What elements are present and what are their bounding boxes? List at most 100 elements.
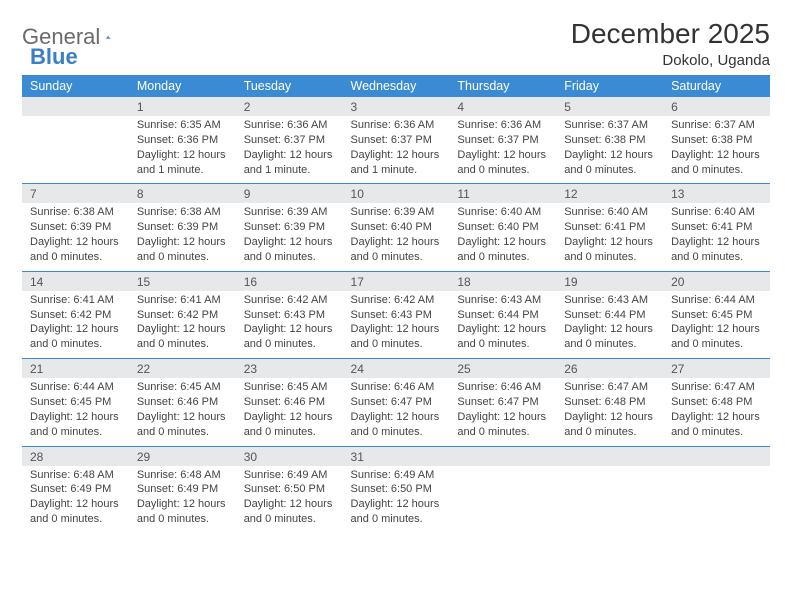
- sunset-text: Sunset: 6:40 PM: [457, 220, 548, 235]
- day-number-cell: [663, 446, 770, 466]
- daylight-text: Daylight: 12 hours: [671, 410, 762, 425]
- daylight-text: and 0 minutes.: [564, 337, 655, 352]
- day-number-cell: [556, 446, 663, 466]
- day-number-cell: 9: [236, 184, 343, 204]
- info-row: Sunrise: 6:35 AMSunset: 6:36 PMDaylight:…: [22, 116, 770, 184]
- sunrise-text: Sunrise: 6:44 AM: [671, 293, 762, 308]
- sunrise-text: Sunrise: 6:41 AM: [30, 293, 121, 308]
- sunrise-text: Sunrise: 6:43 AM: [564, 293, 655, 308]
- sunrise-text: Sunrise: 6:36 AM: [351, 118, 442, 133]
- day-number-cell: 29: [129, 446, 236, 466]
- day-info-cell: Sunrise: 6:36 AMSunset: 6:37 PMDaylight:…: [343, 116, 450, 184]
- day-number-cell: 28: [22, 446, 129, 466]
- daylight-text: and 0 minutes.: [671, 250, 762, 265]
- daylight-text: Daylight: 12 hours: [244, 410, 335, 425]
- sunset-text: Sunset: 6:45 PM: [671, 308, 762, 323]
- sunrise-text: Sunrise: 6:40 AM: [671, 205, 762, 220]
- sunset-text: Sunset: 6:37 PM: [244, 133, 335, 148]
- sunrise-text: Sunrise: 6:39 AM: [351, 205, 442, 220]
- sunset-text: Sunset: 6:47 PM: [457, 395, 548, 410]
- sunrise-text: Sunrise: 6:40 AM: [457, 205, 548, 220]
- day-number-cell: 2: [236, 97, 343, 116]
- day-info-cell: Sunrise: 6:39 AMSunset: 6:40 PMDaylight:…: [343, 203, 450, 271]
- daynum-row: 123456: [22, 97, 770, 116]
- daylight-text: Daylight: 12 hours: [137, 235, 228, 250]
- daylight-text: and 0 minutes.: [30, 250, 121, 265]
- sunset-text: Sunset: 6:46 PM: [137, 395, 228, 410]
- daylight-text: and 0 minutes.: [30, 425, 121, 440]
- sunrise-text: Sunrise: 6:48 AM: [30, 468, 121, 483]
- location: Dokolo, Uganda: [571, 52, 770, 69]
- daylight-text: and 0 minutes.: [137, 425, 228, 440]
- daylight-text: and 0 minutes.: [671, 425, 762, 440]
- day-info-cell: Sunrise: 6:47 AMSunset: 6:48 PMDaylight:…: [663, 378, 770, 446]
- daylight-text: Daylight: 12 hours: [457, 235, 548, 250]
- day-info-cell: [22, 116, 129, 184]
- daynum-row: 78910111213: [22, 184, 770, 204]
- sunset-text: Sunset: 6:40 PM: [351, 220, 442, 235]
- day-number-cell: 22: [129, 359, 236, 379]
- weekday-mon: Monday: [129, 75, 236, 97]
- info-row: Sunrise: 6:41 AMSunset: 6:42 PMDaylight:…: [22, 291, 770, 359]
- sunrise-text: Sunrise: 6:41 AM: [137, 293, 228, 308]
- weekday-sun: Sunday: [22, 75, 129, 97]
- daylight-text: Daylight: 12 hours: [457, 148, 548, 163]
- daylight-text: Daylight: 12 hours: [30, 235, 121, 250]
- day-number-cell: 15: [129, 271, 236, 291]
- sunset-text: Sunset: 6:39 PM: [137, 220, 228, 235]
- daylight-text: Daylight: 12 hours: [351, 410, 442, 425]
- daylight-text: Daylight: 12 hours: [351, 497, 442, 512]
- daylight-text: Daylight: 12 hours: [30, 410, 121, 425]
- daylight-text: and 0 minutes.: [137, 512, 228, 527]
- daylight-text: and 0 minutes.: [244, 425, 335, 440]
- day-number-cell: 3: [343, 97, 450, 116]
- day-number-cell: 18: [449, 271, 556, 291]
- day-number-cell: 11: [449, 184, 556, 204]
- daylight-text: Daylight: 12 hours: [351, 322, 442, 337]
- daylight-text: and 0 minutes.: [137, 337, 228, 352]
- sunrise-text: Sunrise: 6:40 AM: [564, 205, 655, 220]
- daylight-text: and 0 minutes.: [564, 163, 655, 178]
- day-number-cell: 16: [236, 271, 343, 291]
- sunset-text: Sunset: 6:37 PM: [457, 133, 548, 148]
- day-info-cell: Sunrise: 6:42 AMSunset: 6:43 PMDaylight:…: [236, 291, 343, 359]
- day-info-cell: Sunrise: 6:36 AMSunset: 6:37 PMDaylight:…: [236, 116, 343, 184]
- daylight-text: Daylight: 12 hours: [30, 322, 121, 337]
- weekday-sat: Saturday: [663, 75, 770, 97]
- header: General December 2025 Dokolo, Uganda: [22, 18, 770, 69]
- sunset-text: Sunset: 6:42 PM: [30, 308, 121, 323]
- daylight-text: Daylight: 12 hours: [564, 148, 655, 163]
- day-info-cell: Sunrise: 6:40 AMSunset: 6:41 PMDaylight:…: [663, 203, 770, 271]
- day-info-cell: Sunrise: 6:46 AMSunset: 6:47 PMDaylight:…: [449, 378, 556, 446]
- daylight-text: and 0 minutes.: [671, 337, 762, 352]
- weekday-header-row: Sunday Monday Tuesday Wednesday Thursday…: [22, 75, 770, 97]
- daylight-text: and 0 minutes.: [137, 250, 228, 265]
- sunrise-text: Sunrise: 6:39 AM: [244, 205, 335, 220]
- daylight-text: and 1 minute.: [137, 163, 228, 178]
- daylight-text: and 1 minute.: [244, 163, 335, 178]
- daynum-row: 14151617181920: [22, 271, 770, 291]
- sunset-text: Sunset: 6:43 PM: [244, 308, 335, 323]
- logo-text-b: Blue: [30, 44, 78, 70]
- sunset-text: Sunset: 6:42 PM: [137, 308, 228, 323]
- daylight-text: and 0 minutes.: [671, 163, 762, 178]
- day-number-cell: 25: [449, 359, 556, 379]
- day-info-cell: Sunrise: 6:37 AMSunset: 6:38 PMDaylight:…: [663, 116, 770, 184]
- sunset-text: Sunset: 6:43 PM: [351, 308, 442, 323]
- day-info-cell: Sunrise: 6:41 AMSunset: 6:42 PMDaylight:…: [129, 291, 236, 359]
- day-info-cell: Sunrise: 6:43 AMSunset: 6:44 PMDaylight:…: [449, 291, 556, 359]
- day-number-cell: 10: [343, 184, 450, 204]
- day-number-cell: 27: [663, 359, 770, 379]
- sunrise-text: Sunrise: 6:49 AM: [244, 468, 335, 483]
- sunset-text: Sunset: 6:44 PM: [457, 308, 548, 323]
- day-number-cell: [22, 97, 129, 116]
- sunset-text: Sunset: 6:46 PM: [244, 395, 335, 410]
- sunrise-text: Sunrise: 6:45 AM: [244, 380, 335, 395]
- info-row: Sunrise: 6:48 AMSunset: 6:49 PMDaylight:…: [22, 466, 770, 533]
- day-info-cell: Sunrise: 6:41 AMSunset: 6:42 PMDaylight:…: [22, 291, 129, 359]
- day-number-cell: 8: [129, 184, 236, 204]
- day-number-cell: 24: [343, 359, 450, 379]
- sunset-text: Sunset: 6:39 PM: [244, 220, 335, 235]
- day-number-cell: 5: [556, 97, 663, 116]
- info-row: Sunrise: 6:38 AMSunset: 6:39 PMDaylight:…: [22, 203, 770, 271]
